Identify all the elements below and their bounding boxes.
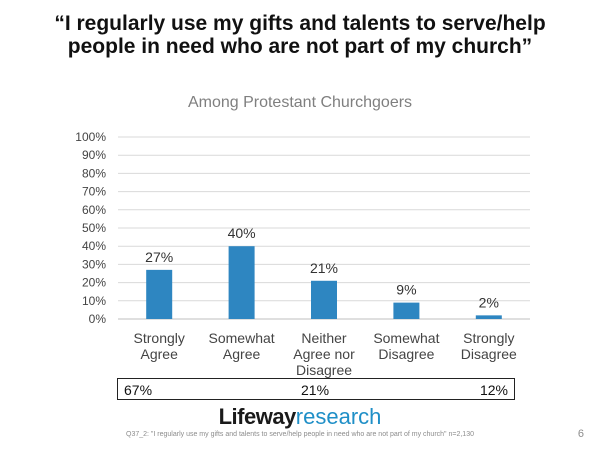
page-number: 6: [577, 428, 584, 440]
x-tick-label: Disagree: [378, 346, 434, 362]
y-axis-tick-labels: 0% 10% 20% 30% 40% 50% 60% 70% 80% 90% 100%: [75, 130, 106, 326]
x-tick-label: Strongly: [463, 330, 514, 346]
bar-chart: 0% 10% 20% 30% 40% 50% 60% 70% 80% 90% 100% 27% 40%…: [75, 130, 530, 378]
x-tick-label: Agree: [141, 346, 179, 362]
y-tick-label: 30%: [82, 257, 106, 271]
x-tick-label: Neither: [301, 330, 346, 346]
y-tick-label: 50%: [82, 221, 106, 235]
data-label: 2%: [479, 294, 499, 310]
data-labels: 27% 40% 21% 9% 2%: [145, 225, 499, 310]
data-label: 21%: [310, 260, 338, 276]
summary-neither: 21%: [301, 382, 330, 398]
y-tick-label: 60%: [82, 203, 106, 217]
lifeway-research-logo: Lifewayresearch: [218, 404, 382, 429]
summary-disagree: 12%: [479, 382, 508, 398]
y-tick-label: 100%: [75, 130, 106, 144]
slide-title: “I regularly use my gifts and talents to…: [54, 12, 546, 58]
x-tick-label: Disagree: [461, 346, 517, 362]
x-tick-label: Disagree: [296, 362, 352, 378]
x-tick-label: Somewhat: [209, 330, 275, 346]
bar: [475, 315, 502, 319]
x-tick-label: Strongly: [134, 330, 185, 346]
bars: [146, 246, 502, 319]
y-tick-label: 70%: [82, 185, 106, 199]
y-tick-label: 40%: [82, 239, 106, 253]
summary-agree: 67%: [124, 382, 153, 398]
y-tick-label: 10%: [82, 294, 106, 308]
y-tick-label: 0%: [89, 312, 107, 326]
bar: [393, 302, 420, 319]
y-tick-label: 90%: [82, 148, 106, 162]
x-tick-label: Agree: [223, 346, 261, 362]
chart-subtitle: Among Protestant Churchgoers: [187, 94, 413, 111]
data-label: 40%: [228, 225, 256, 241]
y-tick-label: 20%: [82, 276, 106, 290]
data-label: 9%: [396, 282, 416, 298]
bar: [311, 280, 337, 319]
summary-box: 67% 21% 12%: [117, 378, 515, 400]
bar: [146, 269, 173, 319]
x-tick-label: Agree nor: [293, 346, 355, 362]
bar: [228, 246, 255, 319]
data-label: 27%: [145, 249, 173, 265]
x-tick-label: Somewhat: [373, 330, 439, 346]
footnote: Q37_2: "I regularly use my gifts and tal…: [126, 431, 474, 438]
y-tick-label: 80%: [82, 166, 106, 180]
